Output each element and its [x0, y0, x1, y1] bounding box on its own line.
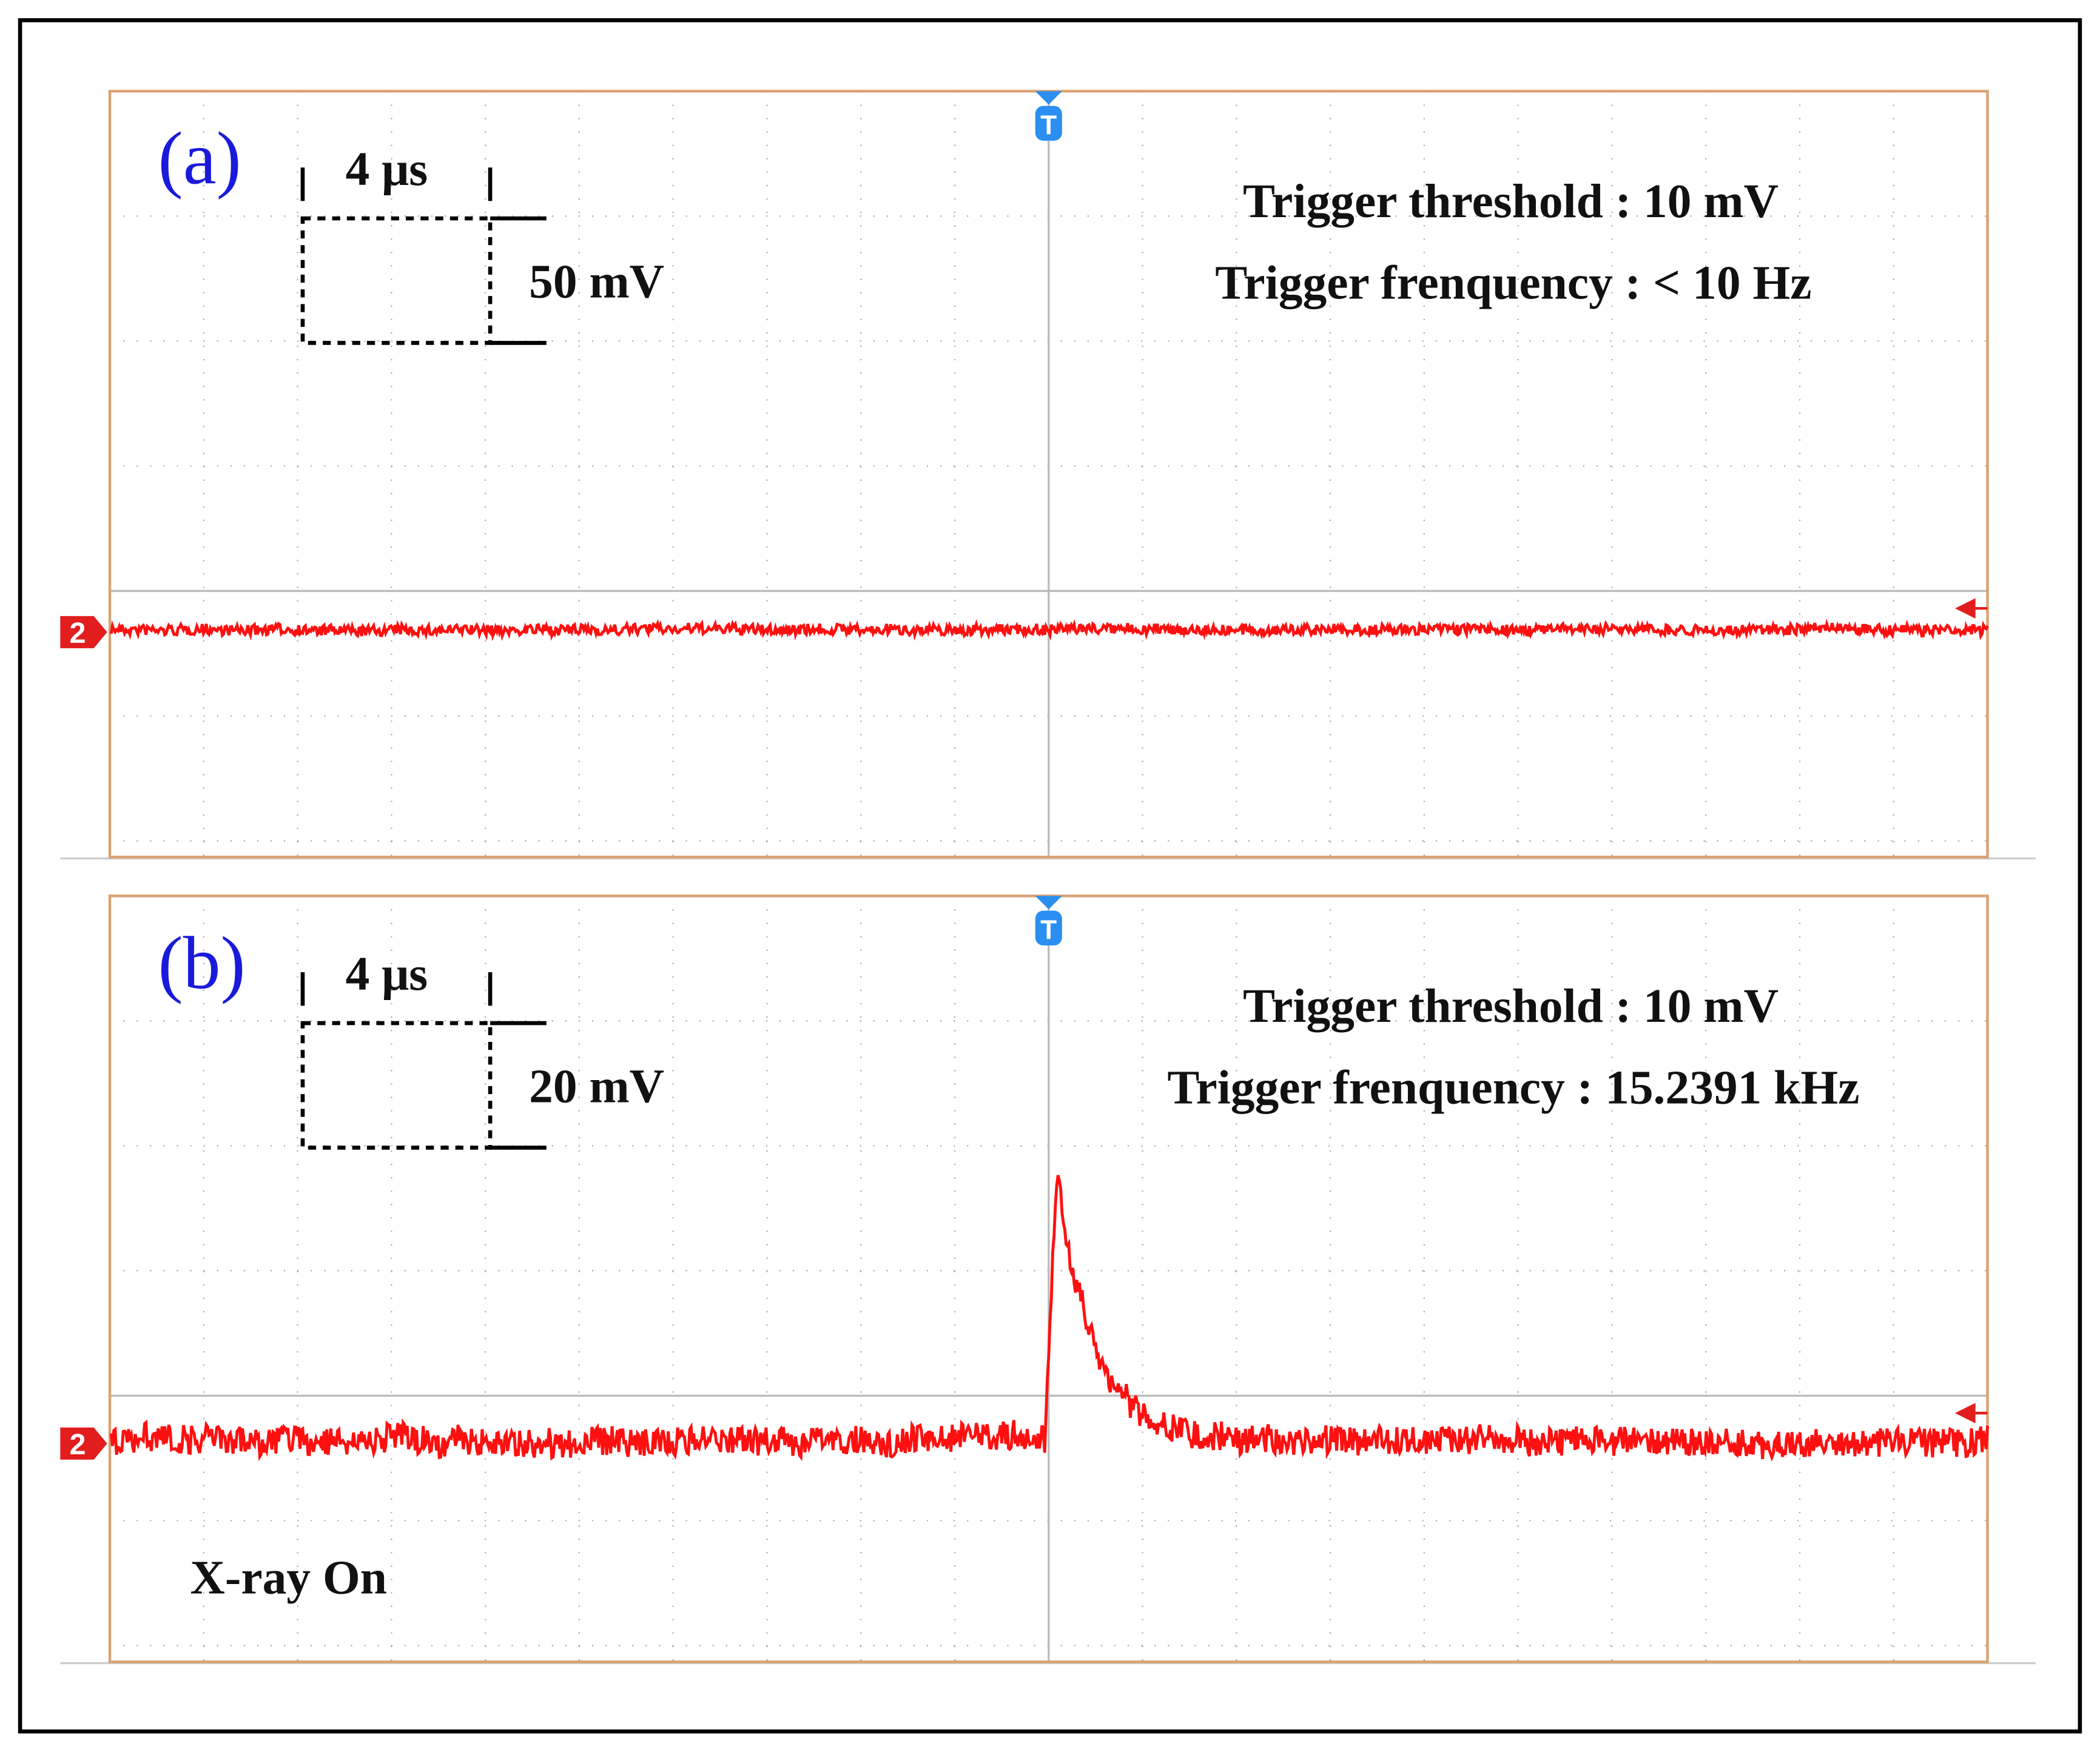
trigger-marker — [1035, 910, 1062, 946]
time-scale: 4 μs — [346, 143, 428, 196]
trigger-frequency: Trigger frenquency : < 10 Hz — [1215, 257, 1811, 310]
trigger-marker-label: T — [1040, 915, 1057, 945]
signal-trace — [109, 1175, 1989, 1462]
channel-marker — [60, 1427, 107, 1460]
note: X-ray On — [190, 1551, 387, 1605]
trigger-threshold: Trigger threshold : 10 mV — [1243, 175, 1779, 228]
trigger-marker — [1035, 106, 1062, 141]
trigger-marker-label: T — [1040, 110, 1057, 140]
time-scale: 4 μs — [346, 947, 428, 1001]
offset-arrow — [1955, 598, 1988, 619]
trigger-threshold: Trigger threshold : 10 mV — [1243, 979, 1779, 1033]
volt-scale: 50 mV — [529, 255, 664, 308]
channel-marker-label: 2 — [70, 1428, 86, 1461]
channel-marker-label: 2 — [70, 617, 86, 650]
panel-label: (a) — [158, 117, 241, 200]
scope-panel: T 2 (b) 4 μs 20 mV Trigger threshold : 10 mV T… — [60, 895, 2036, 1665]
trigger-marker — [1035, 896, 1062, 910]
panel-label: (b) — [158, 922, 246, 1005]
offset-arrow — [1955, 1403, 1988, 1423]
trigger-marker — [1035, 91, 1062, 105]
scale-ticks — [300, 167, 547, 345]
channel-marker — [60, 616, 107, 648]
trigger-frequency: Trigger frenquency : 15.2391 kHz — [1167, 1061, 1859, 1115]
scale-ticks — [300, 972, 547, 1150]
volt-scale: 20 mV — [529, 1059, 664, 1113]
scope-panel: T 2 (a) 4 μs 50 mV Trigger threshold : 10 mV T… — [60, 90, 2036, 860]
signal-trace — [109, 618, 1989, 642]
